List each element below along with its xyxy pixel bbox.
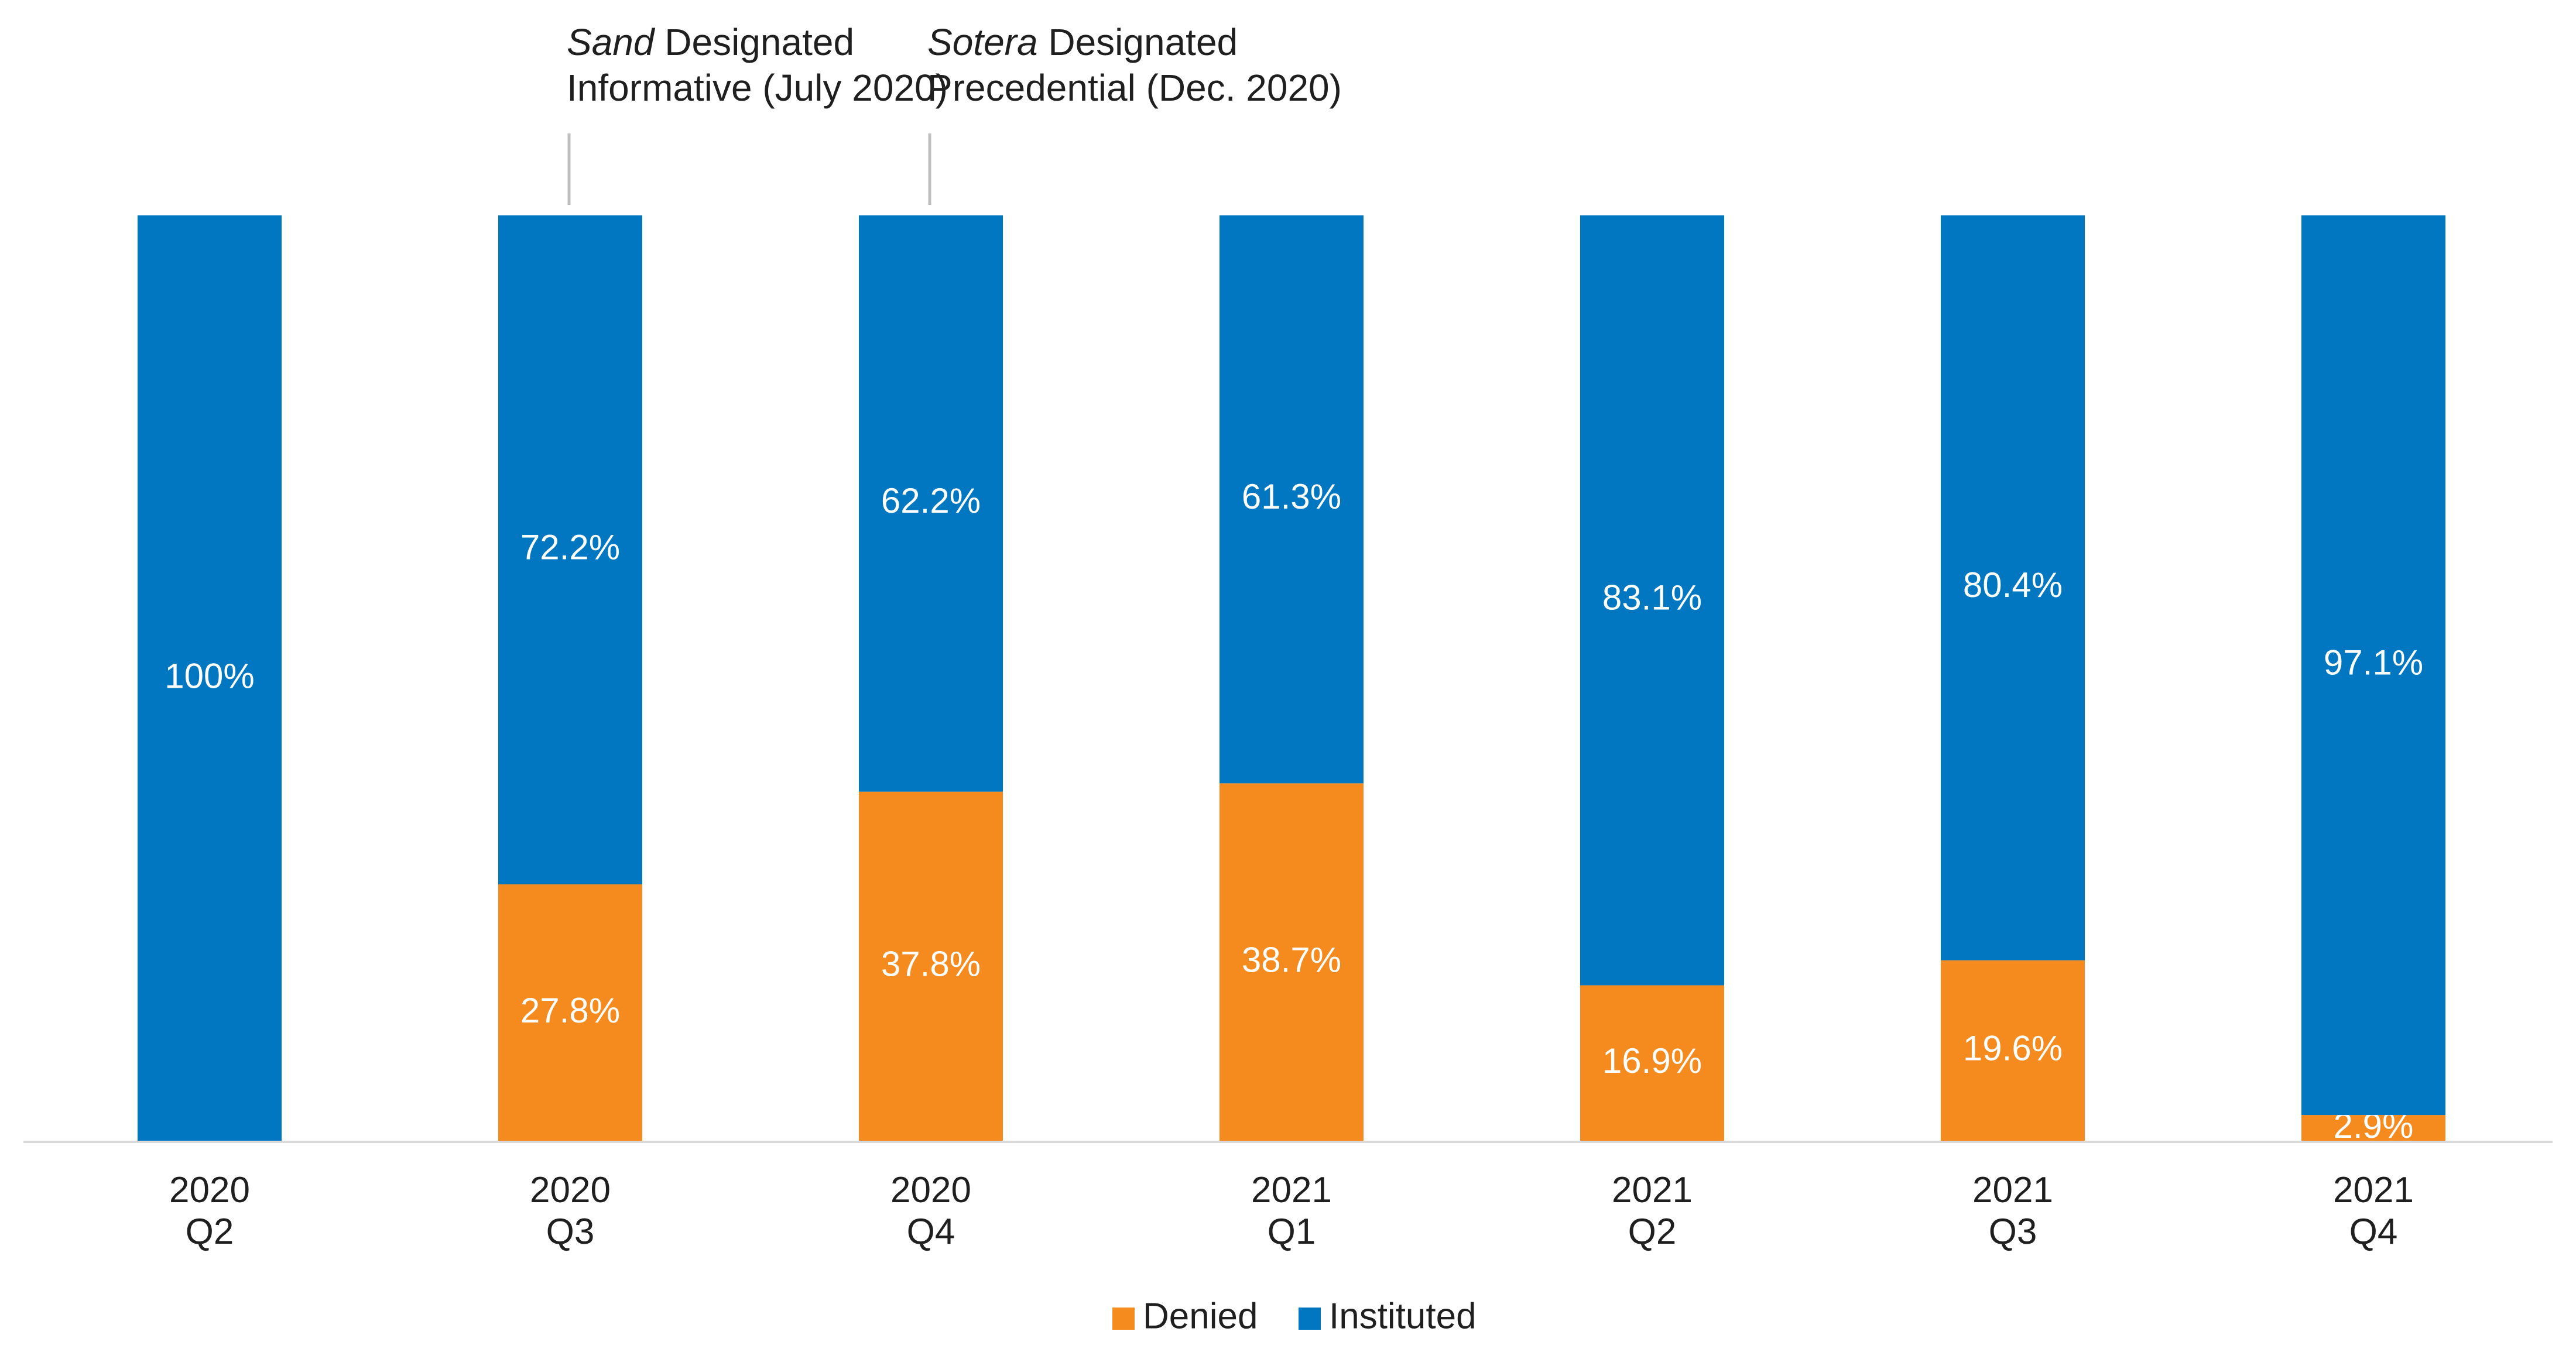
legend-swatch-instituted bbox=[1299, 1308, 1321, 1330]
data-label-instituted-4: 83.1% bbox=[1602, 578, 1702, 617]
x-tick-quarter-4: Q2 bbox=[1628, 1212, 1677, 1252]
annotation-line1-1: Sotera Designated bbox=[927, 21, 1238, 63]
annotation-line1-0: Sand Designated bbox=[567, 21, 854, 63]
x-tick-year-2: 2020 bbox=[890, 1170, 971, 1210]
data-label-denied-5: 19.6% bbox=[1963, 1029, 2063, 1068]
x-tick-year-6: 2021 bbox=[2333, 1170, 2414, 1210]
legend-swatch-denied bbox=[1112, 1308, 1135, 1330]
x-tick-year-0: 2020 bbox=[169, 1170, 250, 1210]
legend-label-denied: Denied bbox=[1143, 1296, 1258, 1336]
x-tick-year-4: 2021 bbox=[1612, 1170, 1693, 1210]
x-tick-quarter-1: Q3 bbox=[546, 1212, 595, 1252]
x-tick-quarter-2: Q4 bbox=[907, 1212, 955, 1252]
data-label-denied-3: 38.7% bbox=[1242, 941, 1341, 980]
legend: Denied Instituted bbox=[1112, 1296, 1477, 1336]
x-tick-quarter-3: Q1 bbox=[1268, 1212, 1316, 1252]
annotations-group: Sand DesignatedInformative (July 2020)So… bbox=[567, 21, 1342, 205]
x-tick-quarter-5: Q3 bbox=[1989, 1212, 2037, 1252]
data-label-denied-4: 16.9% bbox=[1602, 1041, 1702, 1080]
data-label-denied-2: 37.8% bbox=[881, 945, 981, 984]
data-label-denied-1: 27.8% bbox=[520, 991, 620, 1030]
data-label-instituted-0: 100% bbox=[165, 656, 254, 695]
data-label-instituted-3: 61.3% bbox=[1242, 477, 1341, 516]
annotation-line2-0: Informative (July 2020) bbox=[567, 67, 948, 109]
legend-label-instituted: Instituted bbox=[1329, 1296, 1477, 1336]
x-tick-quarter-0: Q2 bbox=[186, 1212, 234, 1252]
data-label-instituted-2: 62.2% bbox=[881, 481, 981, 520]
bars-group: 100% 27.8% 72.2% 37.8% 62.2% 38.7% 61.3% 16.9% 8… bbox=[138, 215, 2445, 1145]
data-label-instituted-6: 97.1% bbox=[2324, 643, 2423, 682]
x-tick-quarter-6: Q4 bbox=[2349, 1212, 2398, 1252]
x-tick-year-5: 2021 bbox=[1972, 1170, 2053, 1210]
annotation-line2-1: Precedential (Dec. 2020) bbox=[927, 67, 1342, 109]
data-label-instituted-5: 80.4% bbox=[1963, 565, 2063, 605]
data-label-instituted-1: 72.2% bbox=[520, 527, 620, 567]
x-tick-year-1: 2020 bbox=[530, 1170, 611, 1210]
x-tick-labels: 2020Q22020Q32020Q42021Q12021Q22021Q32021… bbox=[169, 1170, 2414, 1252]
x-tick-year-3: 2021 bbox=[1251, 1170, 1332, 1210]
